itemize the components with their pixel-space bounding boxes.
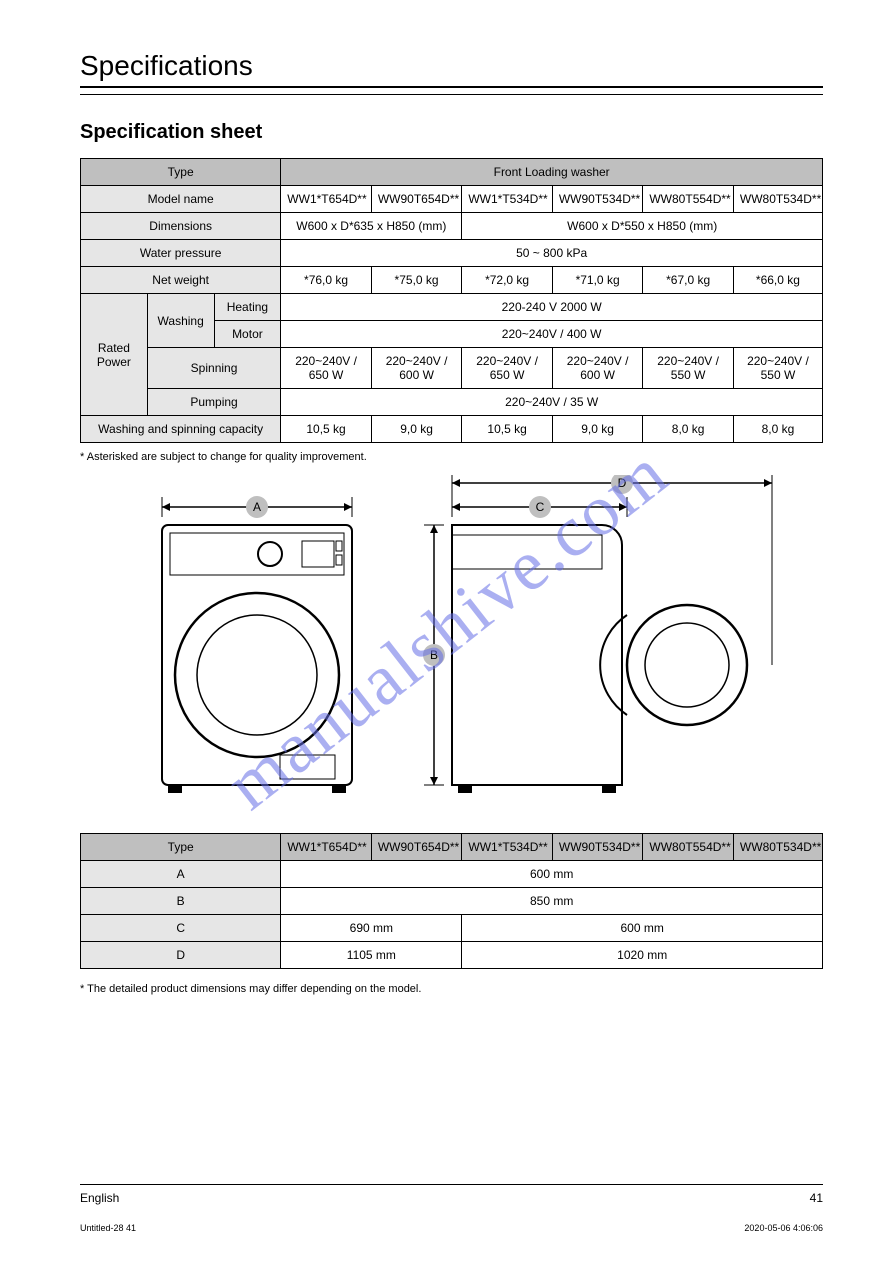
table-row: Dimensions W600 x D*635 x H850 (mm) W600… — [81, 213, 823, 240]
footer-lang: English — [80, 1191, 119, 1205]
cell: WW90T534D** — [552, 186, 643, 213]
rh-spin: Spinning — [147, 348, 281, 389]
dimensions-diagram: A — [80, 475, 823, 815]
cell: 690 mm — [281, 915, 462, 942]
spec-table-2: Type WW1*T654D** WW90T654D** WW1*T534D**… — [80, 833, 823, 969]
rh-model: Model name — [81, 186, 281, 213]
cell: 9,0 kg — [371, 416, 462, 443]
table-row: Washing and spinning capacity 10,5 kg 9,… — [81, 416, 823, 443]
table-row: Pumping 220~240V / 35 W — [81, 389, 823, 416]
cell: 1020 mm — [462, 942, 823, 969]
spec-table-1: Type Front Loading washer Model name WW1… — [80, 158, 823, 443]
cell: 8,0 kg — [643, 416, 734, 443]
cell: W600 x D*550 x H850 (mm) — [462, 213, 823, 240]
th2: WW80T534D** — [733, 834, 822, 861]
rh-B: B — [81, 888, 281, 915]
cell: 850 mm — [281, 888, 823, 915]
table-row: Type WW1*T654D** WW90T654D** WW1*T534D**… — [81, 834, 823, 861]
section-title: Specifications — [80, 50, 823, 82]
th2: WW90T654D** — [371, 834, 462, 861]
rh-D: D — [81, 942, 281, 969]
rh-rated: Rated Power — [81, 294, 148, 416]
cell: 220-240 V 2000 W — [281, 294, 823, 321]
table-row: Spinning 220~240V / 650 W 220~240V / 600… — [81, 348, 823, 389]
rule-thick — [80, 86, 823, 88]
rh-motor: Motor — [214, 321, 281, 348]
cell: 220~240V / 35 W — [281, 389, 823, 416]
note-asterisk: * Asterisked are subject to change for q… — [80, 451, 823, 463]
cell: 600 mm — [281, 861, 823, 888]
indd-file: Untitled-28 41 — [80, 1223, 136, 1233]
cell: 9,0 kg — [552, 416, 643, 443]
table-row: Water pressure 50 ~ 800 kPa — [81, 240, 823, 267]
cell: *72,0 kg — [462, 267, 553, 294]
cell: WW1*T654D** — [281, 186, 372, 213]
page-footer: English 41 — [80, 1184, 823, 1205]
table-row: Net weight *76,0 kg *75,0 kg *72,0 kg *7… — [81, 267, 823, 294]
cell: *67,0 kg — [643, 267, 734, 294]
cell: 220~240V / 600 W — [552, 348, 643, 389]
cell: 1105 mm — [281, 942, 462, 969]
cell: *76,0 kg — [281, 267, 372, 294]
label-a: A — [252, 500, 260, 514]
rh-heating: Heating — [214, 294, 281, 321]
th-type-val: Front Loading washer — [281, 159, 823, 186]
cell: WW1*T534D** — [462, 186, 553, 213]
footer-page-num: 41 — [810, 1191, 823, 1205]
rh-cap: Washing and spinning capacity — [81, 416, 281, 443]
cell: WW80T534D** — [733, 186, 822, 213]
table-row: B 850 mm — [81, 888, 823, 915]
cell: 8,0 kg — [733, 416, 822, 443]
th2-type: Type — [81, 834, 281, 861]
indd-meta: Untitled-28 41 2020-05-06 4:06:06 — [80, 1223, 823, 1233]
cell: 220~240V / 550 W — [733, 348, 822, 389]
subsection-title: Specification sheet — [80, 121, 823, 144]
cell: WW80T554D** — [643, 186, 734, 213]
rh-A: A — [81, 861, 281, 888]
rh-wp: Water pressure — [81, 240, 281, 267]
cell: 220~240V / 650 W — [281, 348, 372, 389]
label-d: D — [617, 476, 626, 490]
table-row: Model name WW1*T654D** WW90T654D** WW1*T… — [81, 186, 823, 213]
cell: W600 x D*635 x H850 (mm) — [281, 213, 462, 240]
rh-pump: Pumping — [147, 389, 281, 416]
cell: 220~240V / 650 W — [462, 348, 553, 389]
label-c: C — [535, 500, 544, 514]
th2: WW90T534D** — [552, 834, 643, 861]
cell: *71,0 kg — [552, 267, 643, 294]
th2: WW1*T534D** — [462, 834, 553, 861]
dim-note: * The detailed product dimensions may di… — [80, 983, 823, 995]
cell: 220~240V / 400 W — [281, 321, 823, 348]
cell: *66,0 kg — [733, 267, 822, 294]
rule-thin — [80, 94, 823, 95]
cell: 10,5 kg — [462, 416, 553, 443]
table-row: Type Front Loading washer — [81, 159, 823, 186]
table-row: D 1105 mm 1020 mm — [81, 942, 823, 969]
washer-diagram-svg: A — [92, 475, 812, 815]
table-row: Rated Power Washing Heating 220-240 V 20… — [81, 294, 823, 321]
th2: WW80T554D** — [643, 834, 734, 861]
cell: 10,5 kg — [281, 416, 372, 443]
label-b: B — [429, 648, 437, 662]
cell: *75,0 kg — [371, 267, 462, 294]
cell: 50 ~ 800 kPa — [281, 240, 823, 267]
cell: 600 mm — [462, 915, 823, 942]
rh-dim: Dimensions — [81, 213, 281, 240]
cell: 220~240V / 600 W — [371, 348, 462, 389]
cell: 220~240V / 550 W — [643, 348, 734, 389]
table-row: A 600 mm — [81, 861, 823, 888]
table-row: C 690 mm 600 mm — [81, 915, 823, 942]
indd-date: 2020-05-06 4:06:06 — [744, 1223, 823, 1233]
cell: WW90T654D** — [371, 186, 462, 213]
rh-C: C — [81, 915, 281, 942]
rh-washing: Washing — [147, 294, 214, 348]
th-type: Type — [81, 159, 281, 186]
th2: WW1*T654D** — [281, 834, 372, 861]
rh-netw: Net weight — [81, 267, 281, 294]
